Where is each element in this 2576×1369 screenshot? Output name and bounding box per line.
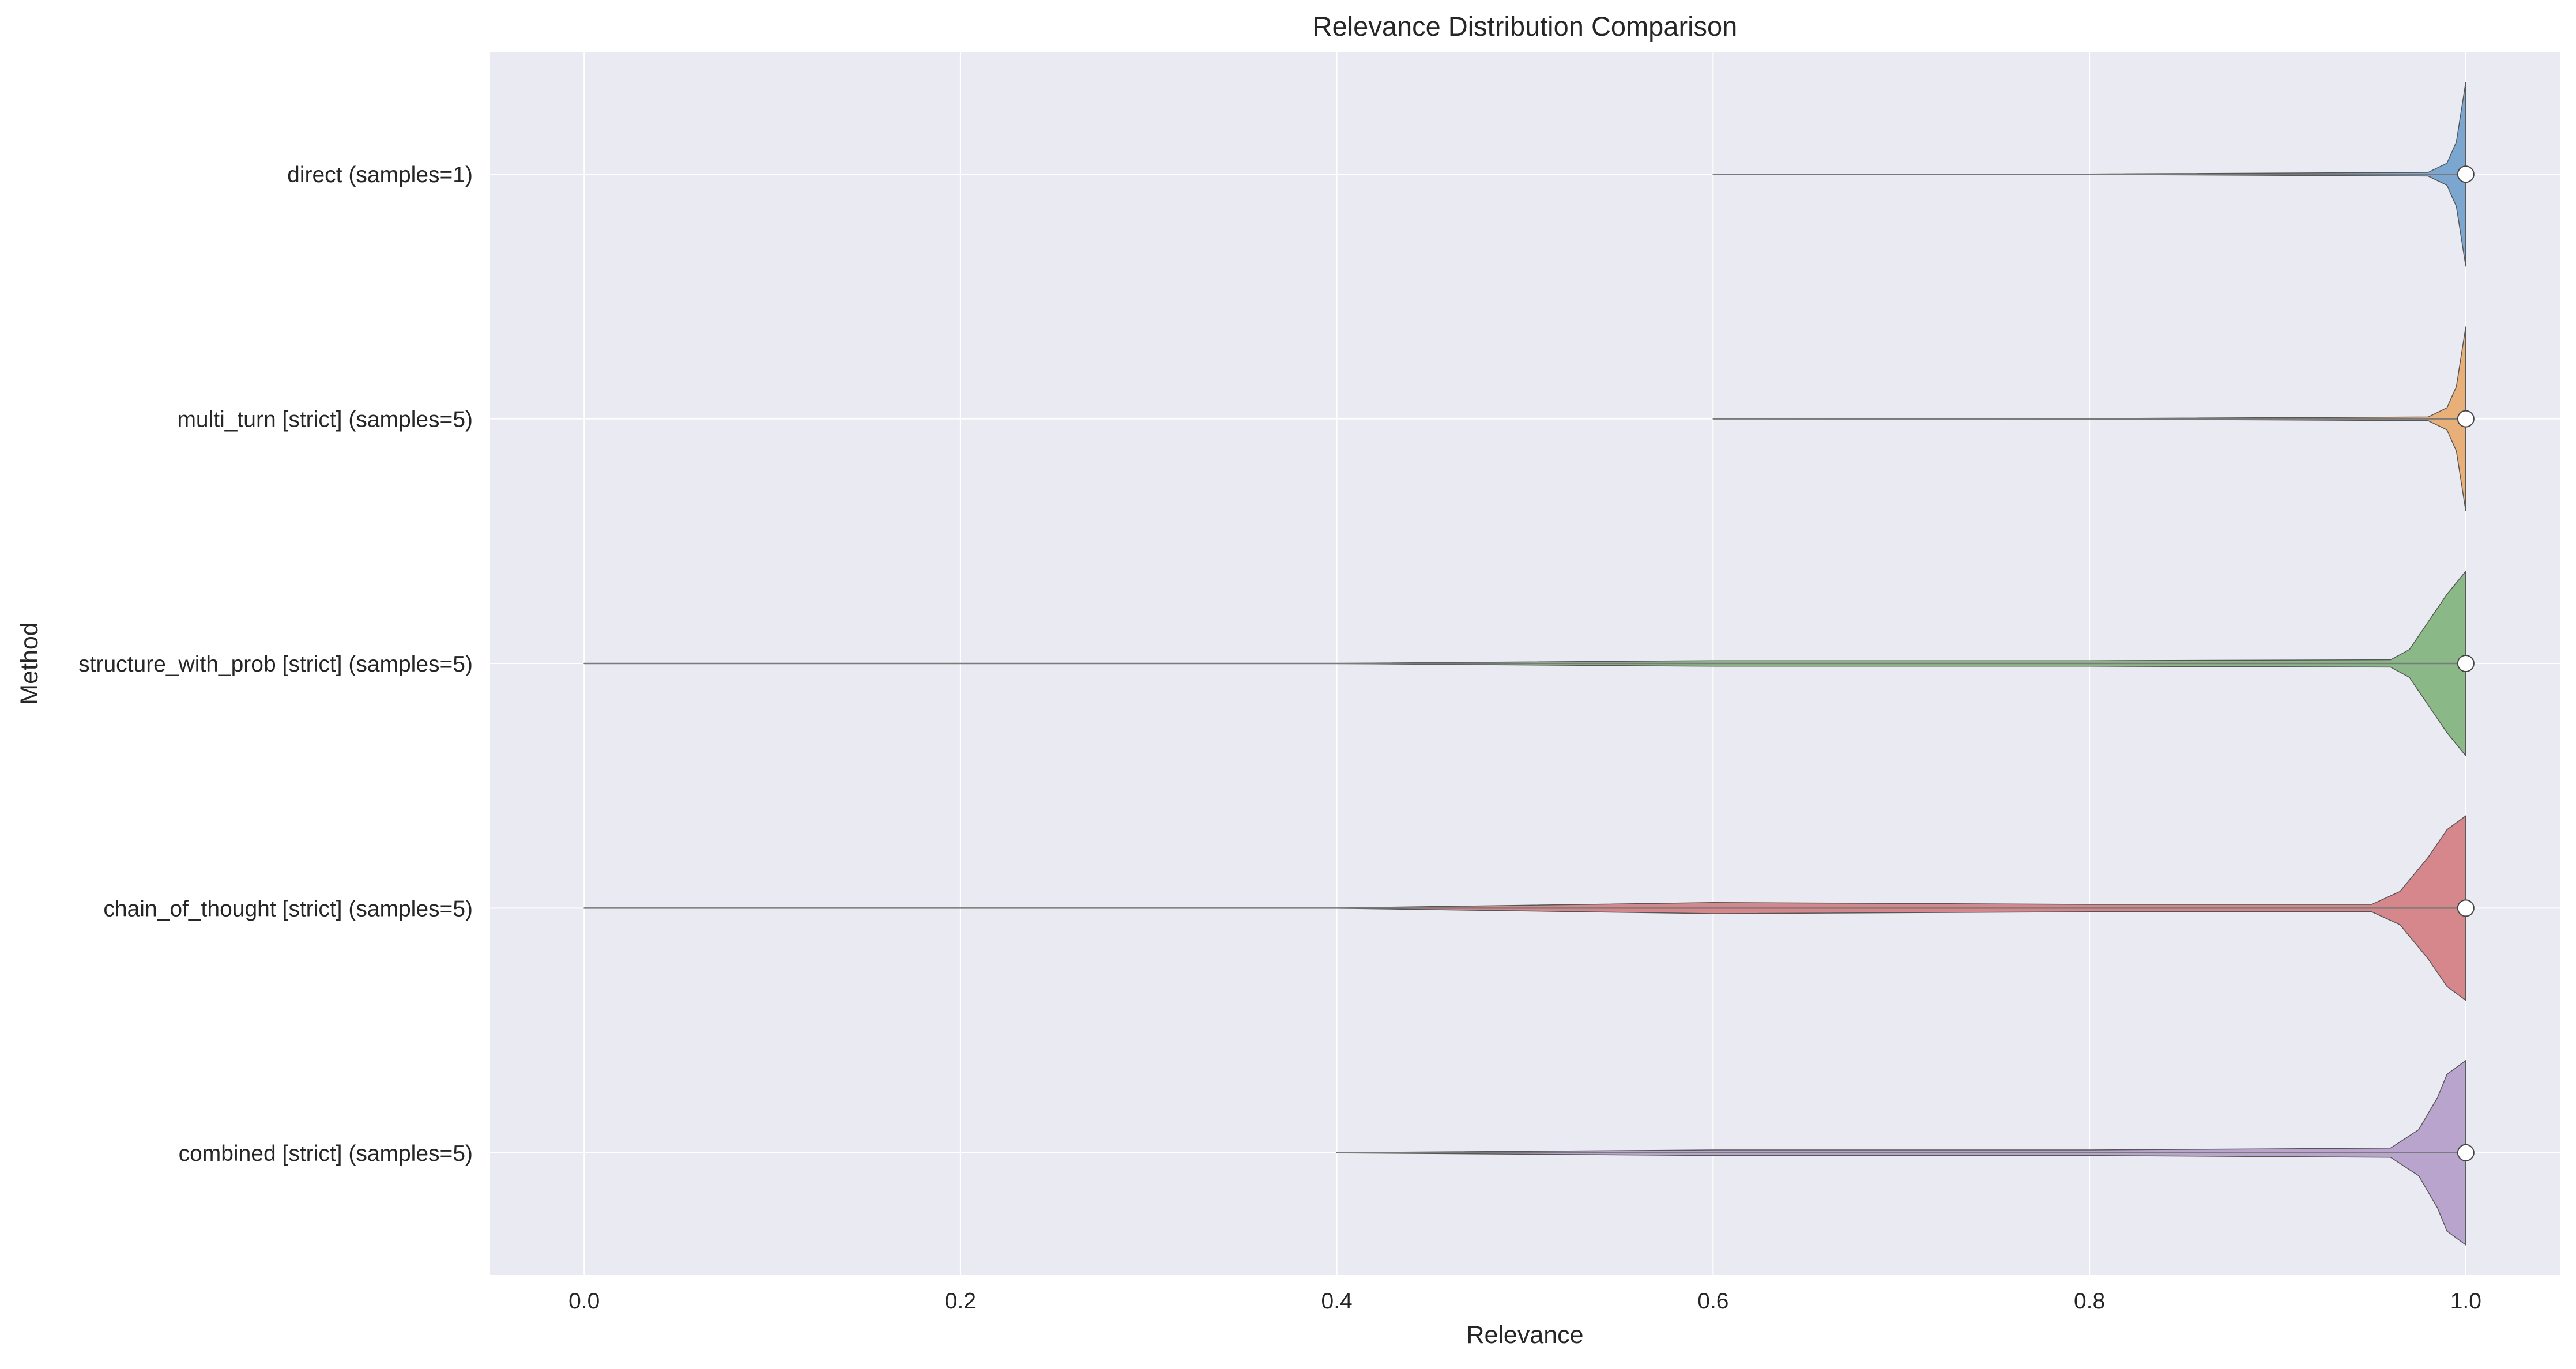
median-marker <box>2457 655 2475 672</box>
violin-3 <box>583 814 2475 1001</box>
x-tick-label: 1.0 <box>2450 1289 2481 1314</box>
tick-labels: 0.0 0.2 0.4 0.6 0.8 1.0 <box>568 1289 2481 1314</box>
x-tick-label: 0.2 <box>945 1289 976 1314</box>
x-tick-label: 0.4 <box>1321 1289 1353 1314</box>
violin-2 <box>583 570 2475 757</box>
y-axis-label: Method <box>16 622 43 704</box>
chart-title: Relevance Distribution Comparison <box>1313 11 1738 42</box>
violin-4 <box>1336 1059 2475 1246</box>
y-tick-label: structure_with_prob [strict] (samples=5) <box>78 652 473 677</box>
y-tick-label: direct (samples=1) <box>287 163 473 187</box>
x-tick-label: 0.0 <box>568 1289 600 1314</box>
y-tick-label: multi_turn [strict] (samples=5) <box>177 408 473 432</box>
x-axis-label: Relevance <box>1466 1321 1583 1349</box>
x-tick-label: 0.8 <box>2074 1289 2105 1314</box>
category-labels: direct (samples=1) multi_turn [strict] (s… <box>78 163 473 1166</box>
y-tick-label: chain_of_thought [strict] (samples=5) <box>103 896 473 921</box>
violins <box>583 82 2475 1246</box>
violin-0 <box>1712 82 2475 267</box>
median-marker <box>2457 1144 2475 1161</box>
median-marker <box>2457 899 2475 917</box>
median-marker <box>2457 410 2475 428</box>
violin-1 <box>1712 326 2475 511</box>
x-tick-label: 0.6 <box>1697 1289 1728 1314</box>
median-marker <box>2457 165 2475 183</box>
y-tick-label: combined [strict] (samples=5) <box>179 1141 473 1166</box>
